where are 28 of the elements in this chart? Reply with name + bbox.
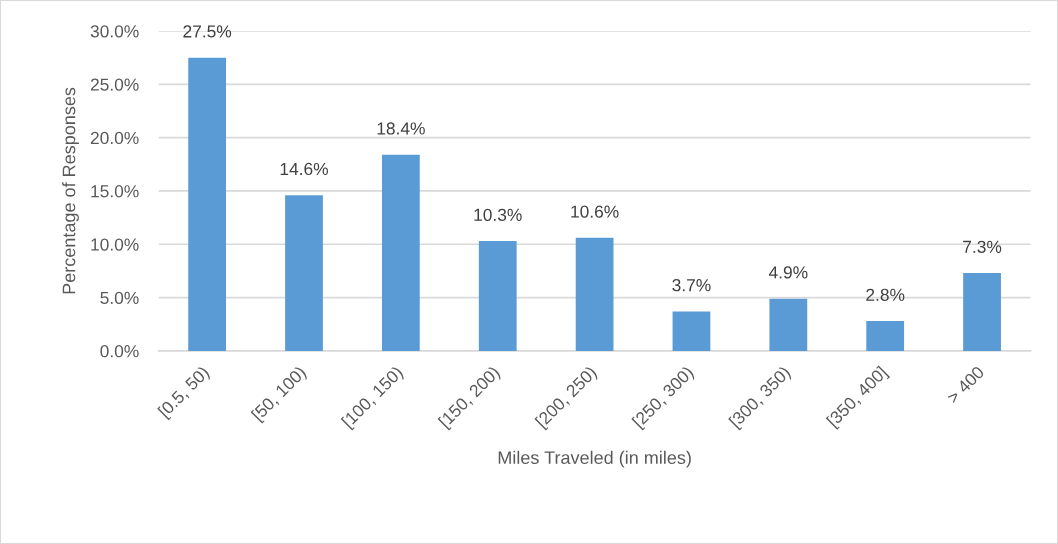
bar <box>769 298 808 351</box>
bar <box>575 237 614 351</box>
data-label: 10.6% <box>571 205 619 218</box>
data-label: 3.7% <box>672 279 711 292</box>
bar <box>672 311 711 351</box>
y-tick-label: 5.0% <box>100 291 139 305</box>
bar <box>285 195 323 351</box>
bar <box>478 241 517 351</box>
y-tick-label: 20.0% <box>90 131 139 145</box>
x-axis-title: Miles Traveled (in miles) <box>498 450 691 468</box>
y-tick-label: 10.0% <box>91 238 139 251</box>
bar <box>188 57 227 351</box>
data-label: 2.8% <box>866 288 905 301</box>
data-label: 27.5% <box>183 25 232 38</box>
data-label: 4.9% <box>768 266 808 279</box>
bar <box>381 154 420 351</box>
y-tick-label: 25.0% <box>90 78 139 91</box>
x-tick-label: > 400 <box>946 365 985 405</box>
y-tick-label: 15.0% <box>91 185 139 198</box>
y-tick-label: 0.0% <box>100 345 139 358</box>
data-label: 7.3% <box>963 240 1002 253</box>
bar <box>963 273 1001 351</box>
y-tick-label: 30.0% <box>90 25 139 38</box>
bar <box>866 321 905 351</box>
data-label: 18.4% <box>377 122 425 135</box>
data-label: 10.3% <box>474 208 522 221</box>
y-axis-title: Percentage of Responses <box>62 87 79 294</box>
data-label: 14.6% <box>280 162 328 176</box>
